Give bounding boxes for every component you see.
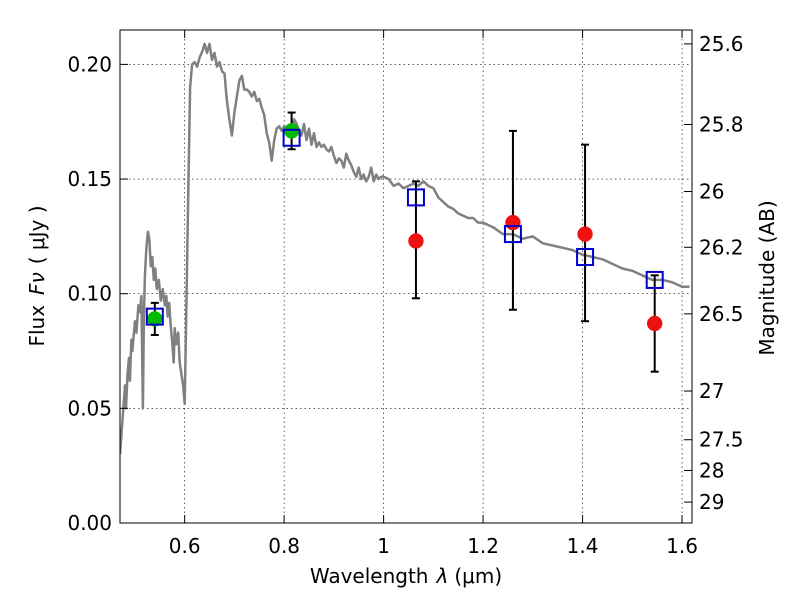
plot-frame	[119, 29, 693, 524]
axis-ticks	[120, 30, 692, 524]
y2-tick-label: 29	[699, 490, 724, 514]
x-tick-label: 1.4	[567, 534, 599, 558]
y-tick-label: 0.10	[67, 282, 112, 306]
measurement-point	[505, 214, 521, 231]
x-axis-label-text: Wavelength	[310, 564, 429, 588]
y2-tick-label: 26.5	[699, 302, 744, 326]
model-photometry-square	[503, 225, 522, 244]
plot-area	[120, 42, 690, 455]
y2-tick-label: 26.2	[699, 235, 744, 259]
y-tick-label: 0.15	[67, 167, 112, 191]
tick-labels: 0.6 0.8 1 1.2 1.4 1.6 0.00 0.05 0.10 0.15 0.20 25.6…	[67, 32, 743, 558]
y2-tick-label: 28	[699, 458, 724, 482]
x-tick-label: 0.8	[268, 534, 300, 558]
y2-tick-label: 26	[699, 180, 724, 204]
y-tick-label: 0.00	[67, 511, 112, 535]
model-photometry-square	[645, 270, 664, 289]
y-axis-label-text: Flux	[25, 305, 49, 347]
x-tick-label: 0.6	[169, 534, 201, 558]
model-photometry-square	[406, 188, 425, 207]
y2-tick-label: 27.5	[699, 428, 744, 452]
y2-tick-label: 25.6	[699, 32, 744, 56]
y2-tick-label: 25.8	[699, 112, 744, 136]
detection-point	[283, 123, 300, 139]
x-axis-label-unit: (μm)	[454, 564, 502, 588]
y-axis-label-symbol: Fν	[25, 272, 49, 295]
measurement-point	[646, 315, 663, 332]
model-photometry-square	[145, 307, 164, 326]
y-axis-label: Flux Fν ( μJy )	[25, 205, 49, 346]
y-tick-label: 0.05	[67, 396, 112, 420]
model-photometry-square	[282, 128, 301, 147]
measurement-point	[408, 233, 424, 249]
x-tick-label: 1.6	[666, 534, 698, 558]
x-axis-label-symbol: λ	[436, 564, 449, 588]
y2-axis-label: Magnitude (AB)	[755, 200, 779, 355]
model-spectrum-line	[120, 42, 690, 455]
x-axis-label: Wavelength λ (μm)	[310, 564, 502, 588]
x-tick-label: 1	[377, 534, 390, 558]
y2-tick-label: 27	[699, 379, 724, 403]
measurement-point	[577, 226, 593, 242]
y-axis-label-unit: ( μJy )	[25, 205, 49, 264]
model-photometry-square	[576, 248, 595, 267]
x-tick-label: 1.2	[467, 534, 499, 558]
y-tick-label: 0.20	[67, 52, 112, 76]
